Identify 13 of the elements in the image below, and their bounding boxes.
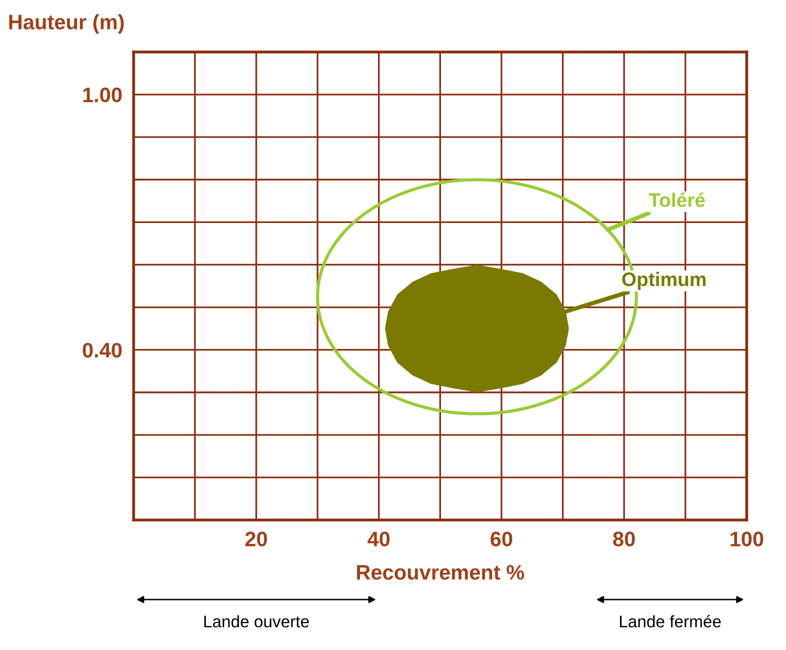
- x-tick-label: 100: [730, 532, 764, 546]
- text: Lande fermée: [620, 614, 721, 628]
- text: Lande ouverte: [204, 615, 309, 628]
- y-tick-label: 0.40: [82, 342, 122, 358]
- x-tick-label: 80: [613, 532, 635, 546]
- annotation: Toléré: [648, 192, 705, 207]
- x-tick-label: 20: [245, 532, 267, 546]
- text: Optimum: [622, 272, 706, 290]
- y-tick-label: 1.00: [83, 88, 122, 102]
- x-tick-label: 40: [368, 532, 390, 546]
- x-tick-label: 60: [490, 532, 512, 546]
- y-axis-title: Hauteur (m): [9, 14, 124, 34]
- x-axis-title: Recouvrement %: [357, 565, 524, 580]
